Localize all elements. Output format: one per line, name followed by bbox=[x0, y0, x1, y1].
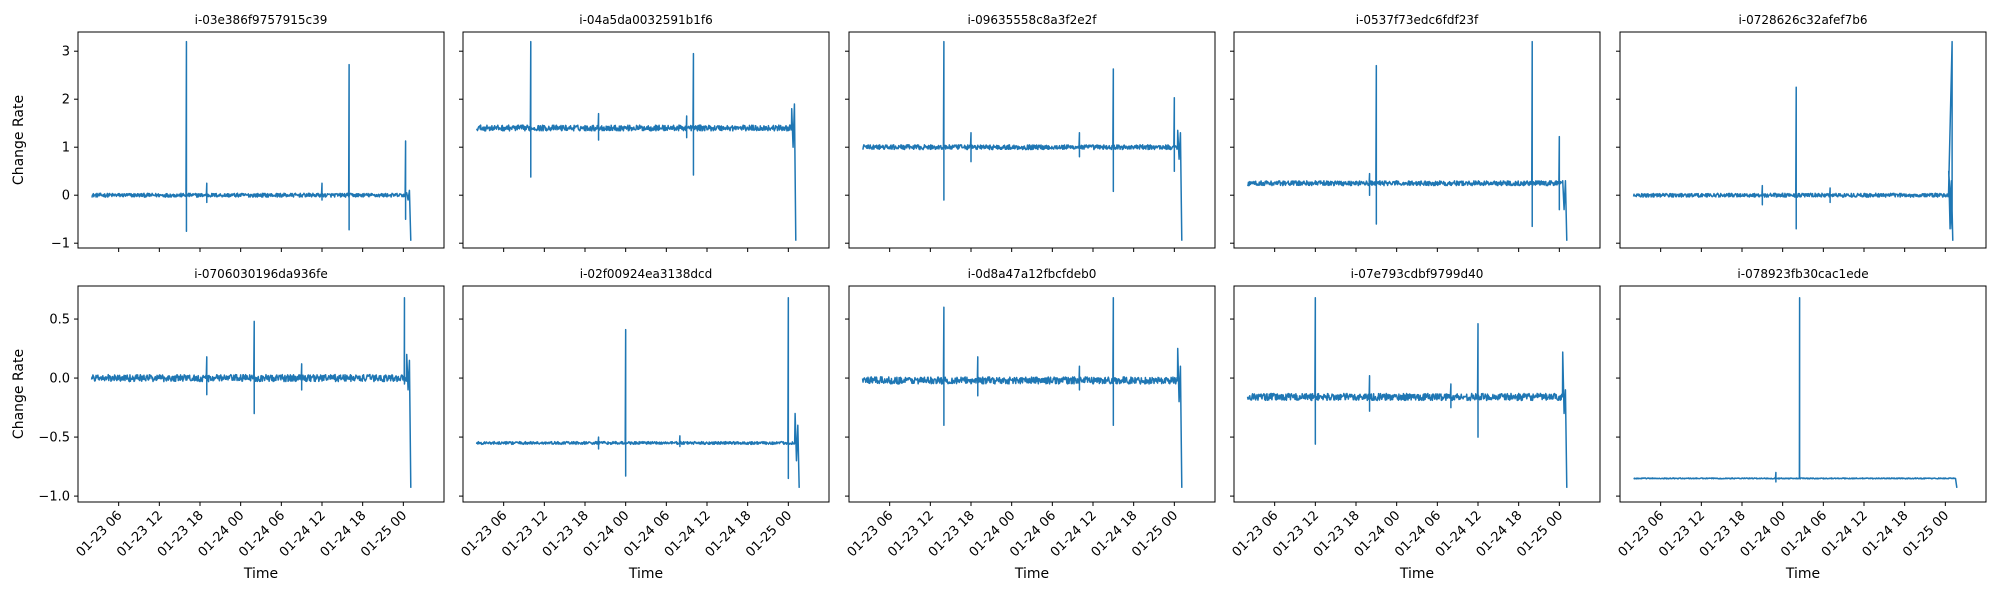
x-axis-label: Time bbox=[628, 566, 663, 582]
subplot-6: i-0706030196da936fe−1.0−0.50.00.501-23 0… bbox=[11, 267, 445, 582]
axes-frame bbox=[1619, 285, 1987, 503]
series-line bbox=[1246, 40, 1568, 241]
subplot-title: i-0537f73edc6fdf23f bbox=[1356, 13, 1479, 27]
y-tick-label: 2 bbox=[62, 93, 70, 108]
subplot-title: i-07e793cdbf9799d40 bbox=[1351, 267, 1484, 281]
axes-frame bbox=[77, 285, 445, 503]
axes-frame bbox=[462, 31, 830, 249]
series-line bbox=[1632, 40, 1954, 241]
y-tick-label: 3 bbox=[62, 45, 70, 60]
subplot-title: i-0706030196da936fe bbox=[194, 267, 328, 281]
series-line bbox=[90, 297, 412, 488]
y-tick-label: 0.5 bbox=[49, 313, 70, 328]
subplot-3: i-09635558c8a3f2e2f bbox=[845, 13, 1216, 252]
subplot-title: i-02f00924ea3138dcd bbox=[580, 267, 712, 281]
y-tick-label: 1 bbox=[62, 141, 70, 156]
subplot-title: i-09635558c8a3f2e2f bbox=[967, 13, 1097, 27]
series-line bbox=[861, 40, 1183, 241]
axes-frame bbox=[1233, 31, 1601, 249]
y-tick-label: −1.0 bbox=[38, 490, 70, 505]
x-axis-label: Time bbox=[1399, 566, 1434, 582]
x-axis-label: Time bbox=[243, 566, 278, 582]
subplot-title: i-03e386f9757915c39 bbox=[195, 13, 328, 27]
x-axis-label: Time bbox=[1785, 566, 1820, 582]
axes-frame bbox=[848, 285, 1216, 503]
subplot-5: i-0728626c32afef7b6 bbox=[1616, 13, 1987, 252]
subplot-4: i-0537f73edc6fdf23f bbox=[1230, 13, 1601, 252]
y-tick-label: 0 bbox=[62, 189, 70, 204]
series-line bbox=[861, 297, 1183, 488]
axes-frame bbox=[77, 31, 445, 249]
axes-frame bbox=[1619, 31, 1987, 249]
subplot-title: i-04a5da0032591b1f6 bbox=[579, 13, 712, 27]
subplot-title: i-0728626c32afef7b6 bbox=[1738, 13, 1867, 27]
series-line bbox=[1633, 297, 1958, 488]
series-line bbox=[475, 40, 797, 241]
subplot-title: i-078923fb30cac1ede bbox=[1737, 267, 1868, 281]
series-line bbox=[91, 40, 412, 241]
axes-frame bbox=[1233, 285, 1601, 503]
y-tick-label: 0.0 bbox=[49, 372, 70, 387]
y-tick-label: −0.5 bbox=[38, 431, 70, 446]
axes-frame bbox=[462, 285, 830, 503]
subplot-1: i-03e386f9757915c39 −1 0 1 2 3 Change Rate bbox=[11, 13, 445, 252]
subplot-2: i-04a5da0032591b1f6 bbox=[459, 13, 830, 252]
series-line bbox=[475, 297, 800, 488]
subplot-title: i-0d8a47a12fbcfdeb0 bbox=[968, 267, 1097, 281]
y-tick-label: −1 bbox=[51, 237, 70, 252]
axes-frame bbox=[848, 31, 1216, 249]
x-axis-label: Time bbox=[1014, 566, 1049, 582]
y-axis-label: Change Rate bbox=[11, 349, 27, 439]
series-line bbox=[1246, 297, 1568, 488]
y-axis-label: Change Rate bbox=[11, 95, 27, 185]
